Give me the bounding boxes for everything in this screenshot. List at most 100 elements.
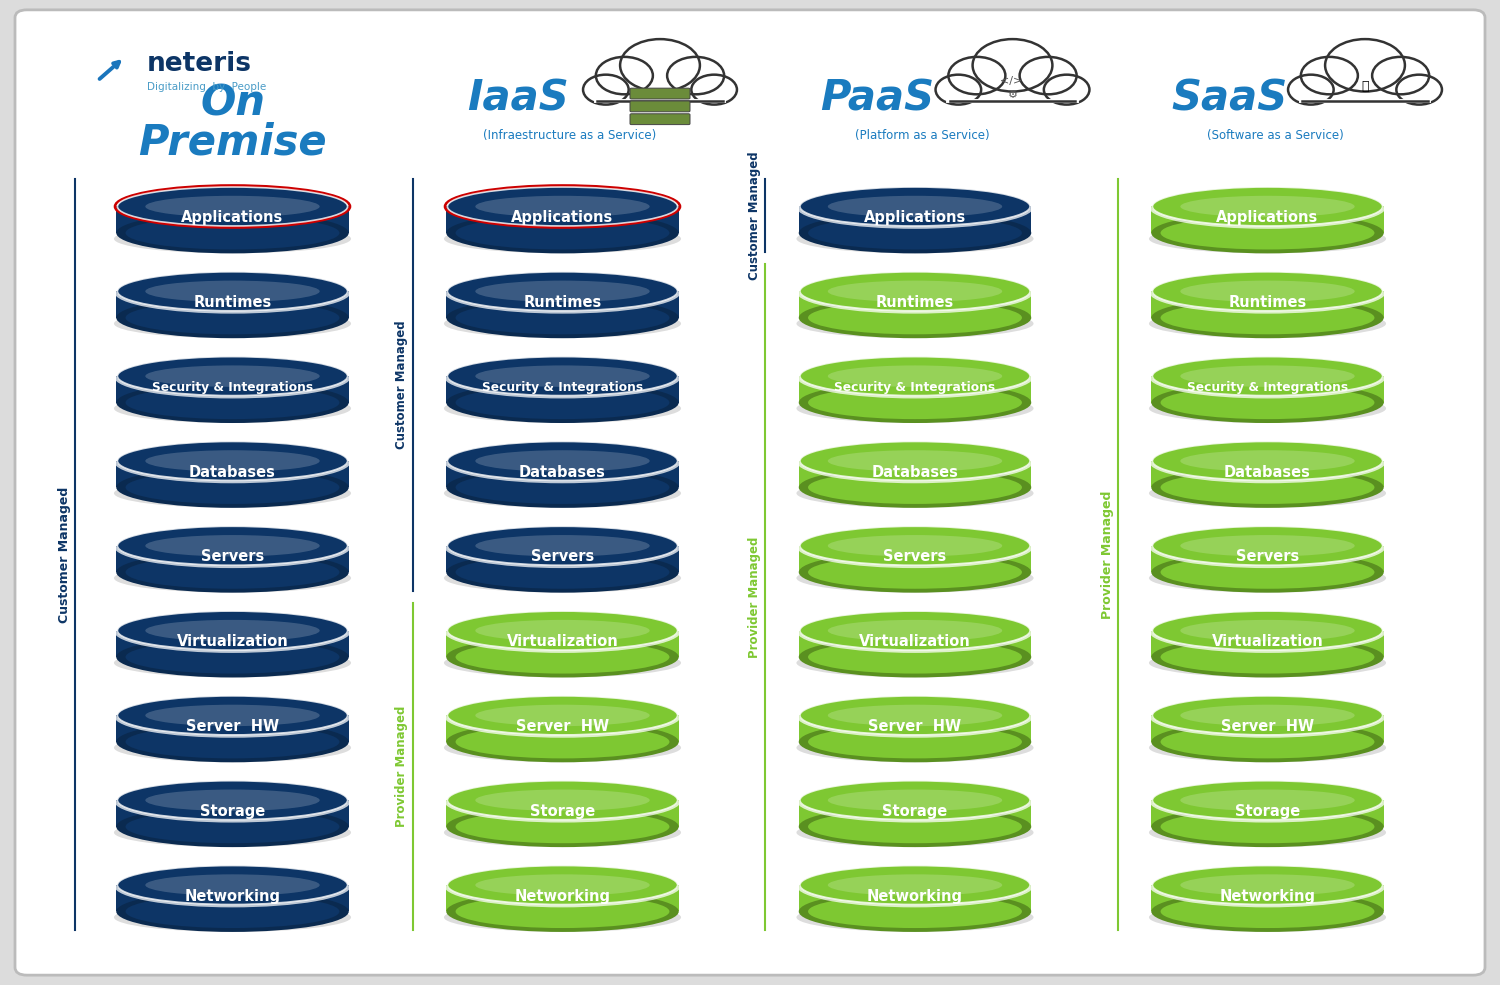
Text: Runtimes: Runtimes: [524, 295, 602, 310]
Ellipse shape: [798, 467, 1032, 508]
Ellipse shape: [1152, 781, 1383, 820]
Ellipse shape: [798, 636, 1032, 678]
Text: Databases: Databases: [189, 465, 276, 480]
Polygon shape: [1152, 800, 1383, 826]
Ellipse shape: [1161, 217, 1374, 249]
Text: Storage: Storage: [1234, 804, 1300, 819]
Ellipse shape: [1161, 301, 1374, 334]
Text: Server  HW: Server HW: [1221, 719, 1314, 734]
Ellipse shape: [808, 640, 1022, 674]
Ellipse shape: [444, 648, 681, 678]
Ellipse shape: [1161, 386, 1374, 419]
Ellipse shape: [796, 648, 1034, 678]
Ellipse shape: [1152, 891, 1383, 932]
Ellipse shape: [800, 866, 1030, 904]
Text: Virtualization: Virtualization: [1212, 634, 1323, 649]
Text: Networking: Networking: [867, 888, 963, 903]
Polygon shape: [117, 630, 348, 657]
Ellipse shape: [828, 790, 1002, 811]
Text: Digitalizing  by  People: Digitalizing by People: [147, 82, 267, 92]
Ellipse shape: [117, 636, 348, 678]
Text: Networking: Networking: [514, 888, 610, 903]
Ellipse shape: [447, 187, 678, 226]
Text: (Platform as a Service): (Platform as a Service): [855, 129, 990, 143]
Ellipse shape: [1152, 866, 1383, 904]
Circle shape: [1020, 57, 1077, 95]
Ellipse shape: [117, 781, 348, 820]
Polygon shape: [798, 886, 1032, 911]
Ellipse shape: [828, 450, 1002, 472]
Circle shape: [1324, 39, 1406, 92]
Ellipse shape: [117, 526, 348, 565]
Polygon shape: [1152, 461, 1383, 488]
Ellipse shape: [126, 386, 339, 419]
Text: Runtimes: Runtimes: [876, 295, 954, 310]
Ellipse shape: [447, 526, 678, 565]
Ellipse shape: [1152, 611, 1383, 650]
Ellipse shape: [114, 225, 351, 253]
Ellipse shape: [1149, 394, 1386, 423]
Circle shape: [1372, 57, 1430, 95]
Polygon shape: [798, 800, 1032, 826]
Ellipse shape: [447, 611, 678, 650]
Circle shape: [668, 57, 724, 95]
Ellipse shape: [808, 810, 1022, 843]
Text: Applications: Applications: [864, 210, 966, 226]
Ellipse shape: [1152, 297, 1383, 338]
Text: 📱: 📱: [1360, 80, 1368, 94]
Ellipse shape: [126, 556, 339, 589]
Polygon shape: [447, 292, 678, 318]
Ellipse shape: [1152, 721, 1383, 762]
Circle shape: [584, 75, 628, 104]
Text: Server  HW: Server HW: [516, 719, 609, 734]
Text: Networking: Networking: [1220, 888, 1316, 903]
Ellipse shape: [456, 895, 669, 928]
Ellipse shape: [1180, 620, 1354, 641]
Text: Storage: Storage: [200, 804, 266, 819]
Ellipse shape: [1152, 696, 1383, 735]
Text: Servers: Servers: [1236, 550, 1299, 564]
Polygon shape: [1152, 715, 1383, 742]
Text: Security & Integrations: Security & Integrations: [1186, 381, 1348, 394]
Ellipse shape: [796, 225, 1034, 253]
Ellipse shape: [444, 225, 681, 253]
Text: Customer Managed: Customer Managed: [58, 487, 70, 623]
Ellipse shape: [117, 187, 348, 226]
Ellipse shape: [796, 479, 1034, 508]
Ellipse shape: [828, 620, 1002, 641]
Circle shape: [1288, 75, 1334, 104]
Polygon shape: [798, 376, 1032, 403]
Ellipse shape: [1180, 875, 1354, 895]
Ellipse shape: [828, 281, 1002, 302]
Ellipse shape: [798, 213, 1032, 253]
Polygon shape: [1152, 207, 1383, 232]
Ellipse shape: [126, 810, 339, 843]
Ellipse shape: [117, 441, 348, 481]
Polygon shape: [447, 376, 678, 403]
Text: Databases: Databases: [871, 465, 958, 480]
Ellipse shape: [1152, 636, 1383, 678]
Ellipse shape: [114, 563, 351, 593]
Ellipse shape: [1149, 225, 1386, 253]
Ellipse shape: [828, 535, 1002, 557]
Ellipse shape: [447, 357, 678, 396]
Text: Runtimes: Runtimes: [194, 295, 272, 310]
Ellipse shape: [796, 818, 1034, 847]
Polygon shape: [1152, 886, 1383, 911]
Polygon shape: [1152, 630, 1383, 657]
Ellipse shape: [1161, 810, 1374, 843]
Ellipse shape: [114, 394, 351, 423]
Ellipse shape: [1161, 471, 1374, 504]
Ellipse shape: [796, 563, 1034, 593]
Ellipse shape: [1149, 648, 1386, 678]
Ellipse shape: [456, 386, 669, 419]
Ellipse shape: [476, 450, 650, 472]
FancyBboxPatch shape: [630, 88, 690, 98]
Ellipse shape: [1161, 556, 1374, 589]
Polygon shape: [117, 292, 348, 318]
Text: Servers: Servers: [201, 550, 264, 564]
Text: </>: </>: [999, 76, 1026, 86]
Ellipse shape: [146, 535, 320, 557]
Ellipse shape: [146, 875, 320, 895]
Text: (Software as a Service): (Software as a Service): [1206, 129, 1344, 143]
